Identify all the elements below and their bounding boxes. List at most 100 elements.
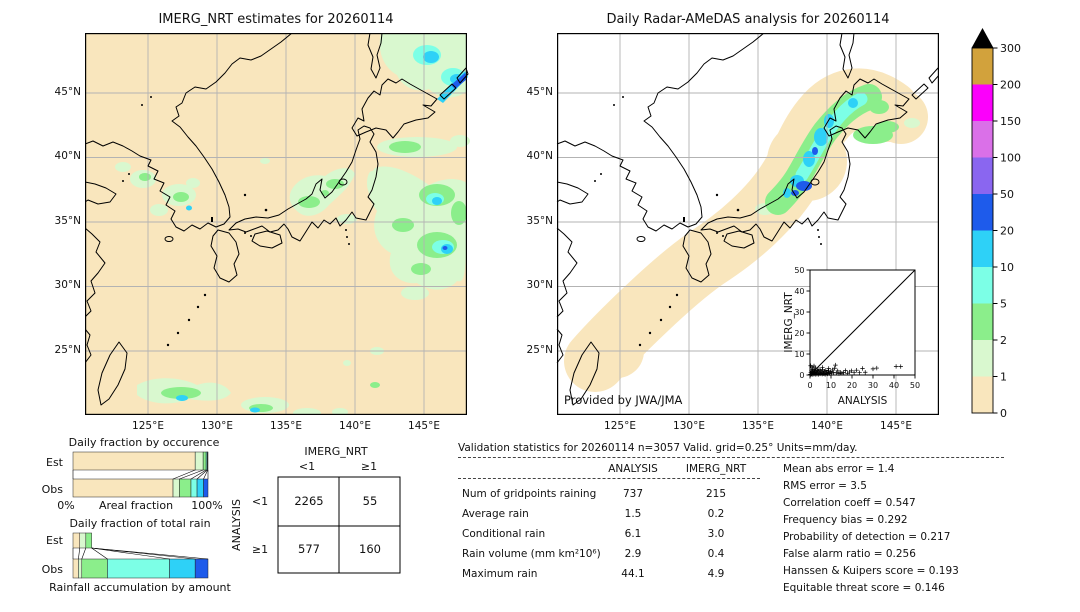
left-map-lat-25n: 25°N xyxy=(54,344,81,356)
left-map-lon-135e: 135°E xyxy=(270,420,302,432)
svg-text:10: 10 xyxy=(1000,261,1014,274)
right-map-lon-145e: 145°E xyxy=(880,420,912,432)
svg-text:0: 0 xyxy=(807,381,812,390)
svg-text:20: 20 xyxy=(847,381,857,390)
total-rain-x-label: Rainfall accumulation by amount xyxy=(49,581,231,594)
map-credit: Provided by JWA/JMA xyxy=(564,393,683,407)
contingency-row-lt1: <1 xyxy=(252,495,268,508)
svg-text:5: 5 xyxy=(1000,298,1007,311)
scatter-points xyxy=(808,362,903,377)
score-line: Probability of detection = 0.217 xyxy=(783,531,951,543)
svg-text:20: 20 xyxy=(1000,225,1014,238)
contingency-col-group: IMERG_NRT xyxy=(304,445,367,458)
validation-row: Maximum rain 44.1 4.9 xyxy=(462,568,725,580)
occurrence-x-label: Areal fraction xyxy=(99,499,173,512)
score-line: Frequency bias = 0.292 xyxy=(783,514,908,526)
right-map-lon-140e: 140°E xyxy=(811,420,843,432)
occurrence-bars xyxy=(72,451,209,498)
contingency-cell-01: 55 xyxy=(363,494,378,508)
score-line: RMS error = 3.5 xyxy=(783,480,867,492)
imerg-map xyxy=(85,33,470,415)
skill-scores: Mean abs error = 1.4 RMS error = 3.5 Corre… xyxy=(783,461,1073,597)
title-divider xyxy=(458,457,1004,458)
right-map-title: Daily Radar-AMeDAS analysis for 20260114 xyxy=(606,12,890,27)
fraction-charts: Daily fraction by occurence Est Obs 0% A… xyxy=(42,436,232,594)
left-map-lon-145e: 145°E xyxy=(408,420,440,432)
total-rain-chart-title: Daily fraction of total rain xyxy=(69,517,210,530)
right-map-lat-35n: 35°N xyxy=(526,215,553,227)
right-map-lat-40n: 40°N xyxy=(526,150,553,162)
svg-text:2: 2 xyxy=(1000,334,1007,347)
right-map-lon-125e: 125°E xyxy=(604,420,636,432)
contingency-row-ge1: ≥1 xyxy=(252,543,268,556)
validation-col-imerg: IMERG_NRT xyxy=(685,463,747,475)
left-map-lat-30n: 30°N xyxy=(54,279,81,291)
svg-text:150: 150 xyxy=(1000,115,1021,128)
svg-text:50: 50 xyxy=(910,381,920,390)
svg-text:40: 40 xyxy=(794,287,804,296)
contingency-row-group: ANALYSIS xyxy=(230,499,243,551)
score-line: Equitable threat score = 0.146 xyxy=(783,582,945,594)
left-map-lon-130e: 130°E xyxy=(201,420,233,432)
svg-text:10: 10 xyxy=(794,350,804,359)
right-map-lat-30n: 30°N xyxy=(526,279,553,291)
svg-text:30: 30 xyxy=(794,308,804,317)
svg-text:300: 300 xyxy=(1000,42,1021,55)
score-line: False alarm ratio = 0.256 xyxy=(783,548,916,560)
occurrence-x-max: 100% xyxy=(191,499,222,512)
validation-row: Average rain 1.5 0.2 xyxy=(462,508,725,520)
svg-text:0: 0 xyxy=(799,371,804,380)
total-rain-obs-label: Obs xyxy=(42,563,64,576)
score-line: Hanssen & Kuipers score = 0.193 xyxy=(783,565,959,577)
left-map-title: IMERG_NRT estimates for 20260114 xyxy=(158,12,394,27)
precipitation-maps-canvas: Provided by JWA/JMA 00 10 10 20 20 30 30 40 40 50… xyxy=(85,33,939,415)
left-map-lon-140e: 140°E xyxy=(339,420,371,432)
left-map-lat-40n: 40°N xyxy=(54,150,81,162)
right-map-lat-25n: 25°N xyxy=(526,344,553,356)
svg-text:1: 1 xyxy=(1000,371,1007,384)
occurrence-est-label: Est xyxy=(46,456,64,469)
scatter-xlabel: ANALYSIS xyxy=(838,395,888,407)
scatter-axis-ticks: 00 10 10 20 20 30 30 40 40 50 50 xyxy=(794,266,920,390)
total-rain-bars xyxy=(72,532,209,579)
left-map-lat-45n: 45°N xyxy=(54,86,81,98)
validation-row: Conditional rain 6.1 3.0 xyxy=(462,528,725,540)
validation-title: Validation statistics for 20260114 n=305… xyxy=(458,442,858,454)
contingency-cell-10: 577 xyxy=(298,542,320,556)
validation-rows: Num of gridpoints raining 737 215 Average r… xyxy=(462,484,782,584)
colorbar-swatches xyxy=(972,48,993,413)
contingency-hit-miss-00: 2265 xyxy=(294,494,323,508)
left-map-lon-125e: 125°E xyxy=(132,420,164,432)
occurrence-obs-label: Obs xyxy=(42,483,64,496)
score-line: Correlation coeff = 0.547 xyxy=(783,497,916,509)
validation-row: Rain volume (mm km²10⁶) 2.9 0.4 xyxy=(462,548,725,560)
svg-text:30: 30 xyxy=(868,381,878,390)
score-line: Mean abs error = 1.4 xyxy=(783,463,895,475)
svg-text:50: 50 xyxy=(1000,188,1014,201)
scatter-ylabel: IMERG_NRT xyxy=(783,292,795,353)
right-map-lon-130e: 130°E xyxy=(673,420,705,432)
contingency-col-ge1: ≥1 xyxy=(361,460,377,473)
radar-map: Provided by JWA/JMA 00 10 10 20 20 30 30 40 40 50… xyxy=(556,33,939,415)
svg-text:40: 40 xyxy=(889,381,899,390)
validation-col-analysis: ANALYSIS xyxy=(608,463,658,475)
imerg-precip-shading xyxy=(115,33,470,415)
total-rain-est-label: Est xyxy=(46,534,64,547)
scatter-inset: 00 10 10 20 20 30 30 40 40 50 50 ANALYSIS IMERG_NR… xyxy=(783,266,920,407)
contingency-cell-11: 160 xyxy=(359,542,381,556)
left-map-lat-35n: 35°N xyxy=(54,215,81,227)
svg-text:50: 50 xyxy=(794,266,804,275)
right-map-lon-135e: 135°E xyxy=(742,420,774,432)
contingency-col-lt1: <1 xyxy=(299,460,315,473)
occurrence-x-min: 0% xyxy=(57,499,74,512)
validation-row: Num of gridpoints raining 737 215 xyxy=(462,488,727,500)
contingency-table: IMERG_NRT <1 ≥1 ANALYSIS <1 ≥1 2265 55 5… xyxy=(230,445,401,574)
svg-text:0: 0 xyxy=(1000,407,1007,420)
right-map-lat-45n: 45°N xyxy=(526,86,553,98)
header-divider xyxy=(458,478,760,479)
occurrence-chart-title: Daily fraction by occurence xyxy=(69,436,220,449)
svg-text:200: 200 xyxy=(1000,79,1021,92)
svg-text:10: 10 xyxy=(826,381,836,390)
